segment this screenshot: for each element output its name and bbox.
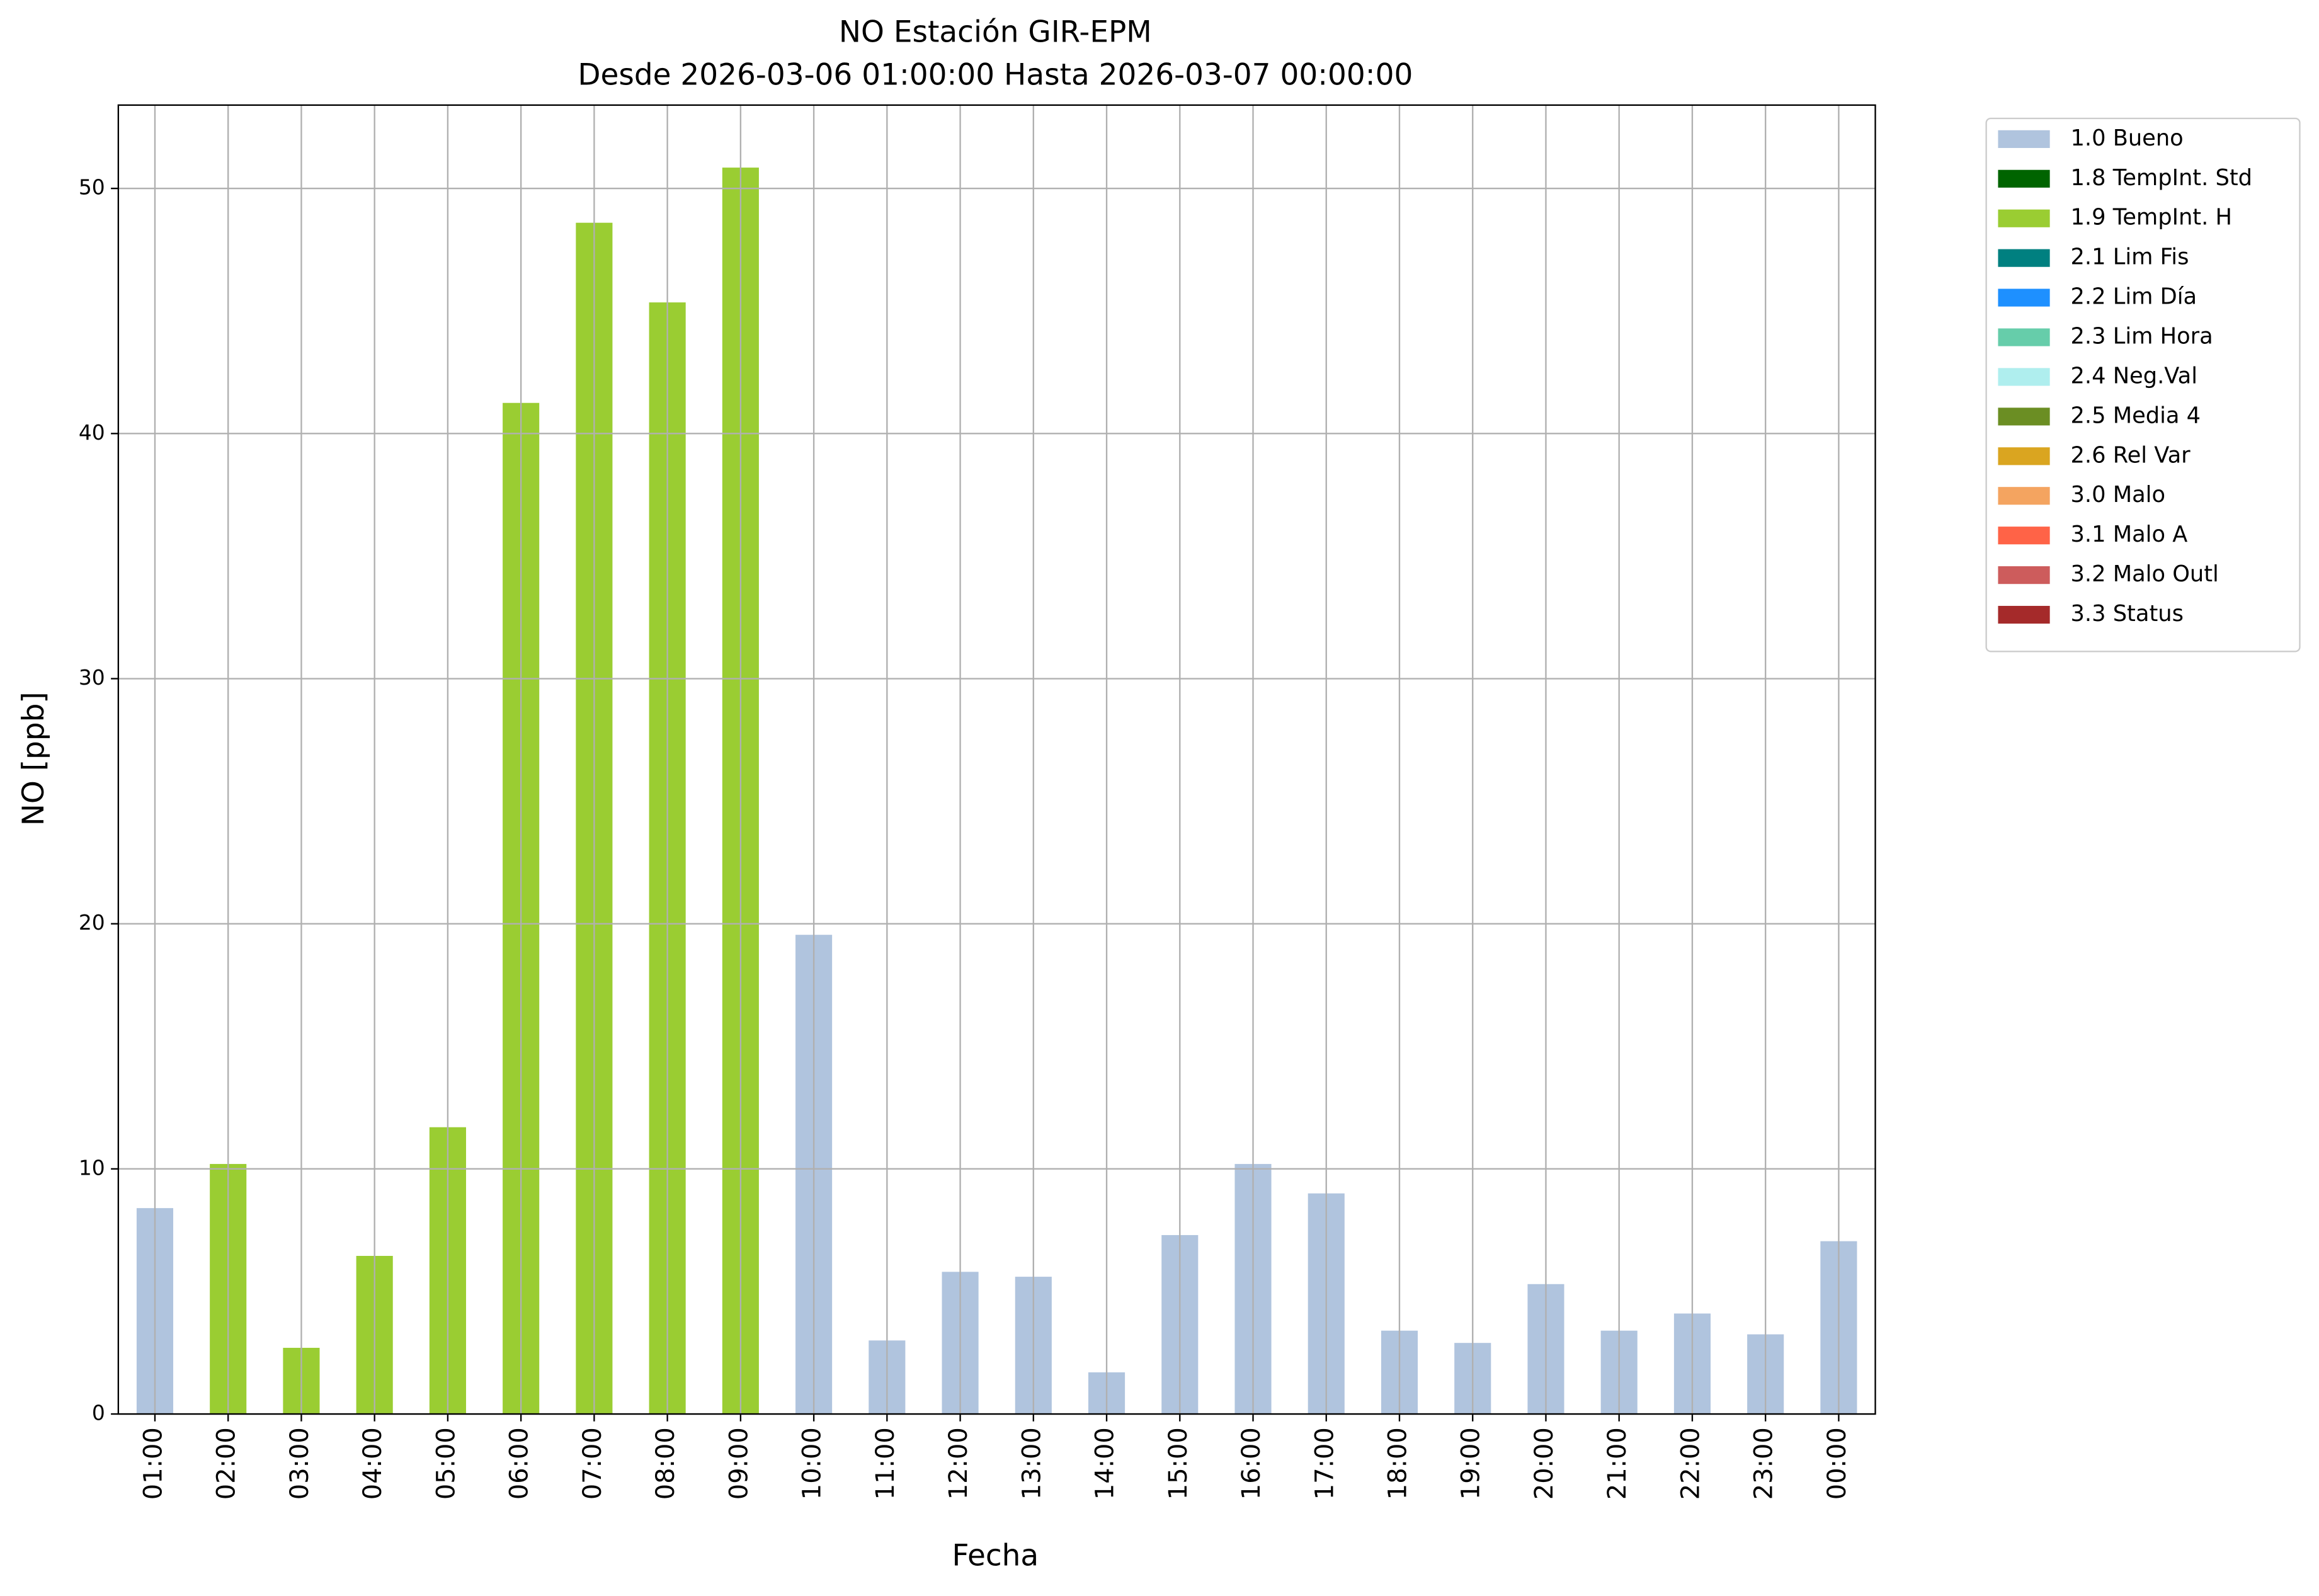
- legend-swatch: [1998, 169, 2050, 188]
- legend-swatch: [1998, 130, 2050, 148]
- legend-swatch: [1998, 328, 2050, 346]
- legend-box: [1985, 117, 2301, 653]
- legend-swatch: [1998, 447, 2050, 465]
- x-tick-label: 04:00: [358, 1427, 387, 1500]
- legend-label: 3.1 Malo A: [2071, 522, 2188, 547]
- x-tick-label: 12:00: [944, 1427, 973, 1500]
- x-tick-label: 22:00: [1676, 1427, 1705, 1500]
- legend-swatch: [1998, 209, 2050, 227]
- x-tick-label: 01:00: [139, 1427, 168, 1500]
- legend-swatch: [1998, 249, 2050, 267]
- x-tick-label: 05:00: [431, 1427, 460, 1500]
- x-tick-label: 07:00: [578, 1427, 607, 1500]
- y-tick-label: 40: [79, 420, 105, 445]
- y-axis-label: NO [ppb]: [16, 692, 51, 826]
- legend-swatch: [1998, 408, 2050, 426]
- legend-label: 2.1 Lim Fis: [2071, 244, 2189, 270]
- legend-swatch: [1998, 368, 2050, 386]
- y-tick-label: 20: [79, 910, 105, 935]
- legend-swatch: [1998, 605, 2050, 624]
- legend-label: 1.8 TempInt. Std: [2071, 165, 2252, 191]
- x-tick-label: 02:00: [212, 1427, 241, 1500]
- y-tick-label: 0: [92, 1401, 105, 1425]
- legend-label: 2.5 Media 4: [2071, 402, 2201, 428]
- legend-label: 2.4 Neg.Val: [2071, 363, 2198, 389]
- legend-label: 3.3 Status: [2071, 601, 2184, 627]
- legend-label: 1.9 TempInt. H: [2071, 205, 2232, 231]
- legend-swatch: [1998, 288, 2050, 307]
- legend-swatch: [1998, 566, 2050, 584]
- x-tick-label: 03:00: [285, 1427, 314, 1500]
- x-tick-label: 20:00: [1530, 1427, 1559, 1500]
- y-tick-label: 10: [79, 1155, 105, 1180]
- legend-swatch: [1998, 527, 2050, 545]
- legend-swatch: [1998, 487, 2050, 505]
- chart-title: NO Estación GIR-EPM: [839, 15, 1152, 50]
- x-tick-label: 08:00: [651, 1427, 680, 1500]
- x-tick-label: 17:00: [1310, 1427, 1339, 1500]
- legend-label: 2.6 Rel Var: [2071, 442, 2191, 468]
- x-tick-label: 09:00: [724, 1427, 753, 1500]
- legend-label: 2.3 Lim Hora: [2071, 324, 2213, 350]
- legend-label: 3.0 Malo: [2071, 482, 2166, 508]
- x-tick-label: 10:00: [798, 1427, 827, 1500]
- legend-label: 2.2 Lim Día: [2071, 284, 2197, 310]
- y-tick-label: 30: [79, 665, 105, 690]
- x-tick-label: 06:00: [505, 1427, 534, 1500]
- x-tick-label: 23:00: [1750, 1427, 1779, 1500]
- x-axis-label: Fecha: [952, 1538, 1039, 1573]
- chart-subtitle: Desde 2026-03-06 01:00:00 Hasta 2026-03-…: [578, 58, 1413, 93]
- legend-label: 3.2 Malo Outl: [2071, 561, 2219, 587]
- y-tick-label: 50: [79, 175, 105, 200]
- x-tick-label: 16:00: [1237, 1427, 1266, 1500]
- legend-label: 1.0 Bueno: [2071, 125, 2184, 151]
- x-tick-label: 13:00: [1017, 1427, 1046, 1500]
- x-tick-label: 15:00: [1164, 1427, 1193, 1500]
- x-tick-label: 11:00: [871, 1427, 900, 1500]
- x-tick-label: 19:00: [1457, 1427, 1486, 1500]
- x-tick-label: 14:00: [1091, 1427, 1120, 1500]
- x-tick-label: 18:00: [1383, 1427, 1412, 1500]
- plot-frame: [117, 104, 1876, 1415]
- x-tick-label: 21:00: [1603, 1427, 1632, 1500]
- x-tick-label: 00:00: [1823, 1427, 1852, 1500]
